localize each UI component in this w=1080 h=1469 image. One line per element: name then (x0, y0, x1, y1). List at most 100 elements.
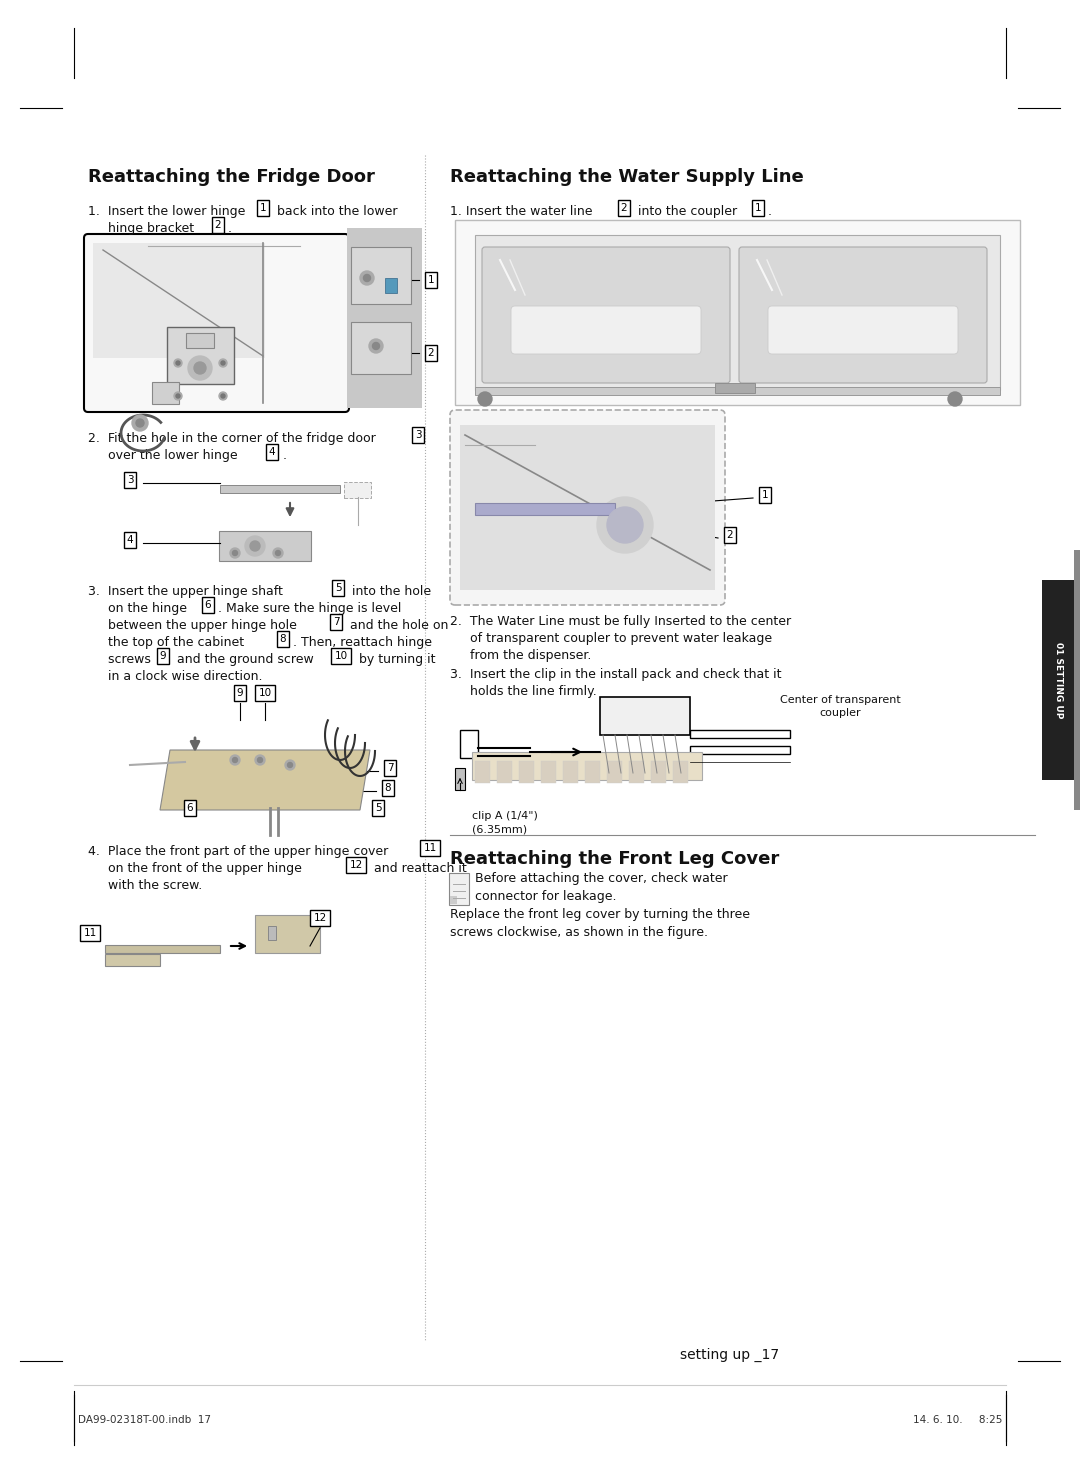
Bar (475, 502, 615, 516)
FancyBboxPatch shape (167, 328, 234, 383)
Text: 1.  Insert the lower hinge: 1. Insert the lower hinge (87, 206, 249, 217)
Bar (1042, 580, 1074, 780)
Text: 1: 1 (428, 275, 434, 285)
Text: Reattaching the Front Leg Cover: Reattaching the Front Leg Cover (450, 851, 780, 868)
Text: 14. 6. 10.     8:25: 14. 6. 10. 8:25 (913, 1415, 1002, 1425)
Bar (563, 761, 578, 783)
Text: 3.  Insert the upper hinge shaft: 3. Insert the upper hinge shaft (87, 585, 287, 598)
Text: Before attaching the cover, check water
connector for leakage.: Before attaching the cover, check water … (475, 873, 728, 903)
Bar (450, 896, 457, 903)
FancyBboxPatch shape (351, 247, 411, 304)
Text: on the front of the upper hinge: on the front of the upper hinge (108, 862, 306, 876)
Bar (460, 730, 478, 758)
Bar (651, 761, 666, 783)
Polygon shape (160, 751, 370, 809)
FancyBboxPatch shape (84, 234, 349, 411)
Text: clip A (1/4")
(6.35mm): clip A (1/4") (6.35mm) (472, 811, 538, 834)
Text: 7: 7 (333, 617, 339, 627)
Text: 8: 8 (384, 783, 391, 793)
FancyBboxPatch shape (450, 410, 725, 605)
Polygon shape (460, 425, 715, 591)
Bar (519, 761, 534, 783)
Text: back into the lower: back into the lower (273, 206, 397, 217)
Text: and the ground screw: and the ground screw (173, 654, 318, 665)
FancyBboxPatch shape (351, 322, 411, 375)
Text: setting up _17: setting up _17 (680, 1349, 780, 1362)
Text: 12: 12 (313, 914, 326, 923)
Text: 11: 11 (423, 843, 436, 853)
Circle shape (230, 548, 240, 558)
Text: 8: 8 (280, 635, 286, 643)
Text: and the hole on: and the hole on (346, 618, 448, 632)
Text: DA99-02318T-00.indb  17: DA99-02318T-00.indb 17 (78, 1415, 211, 1425)
Circle shape (174, 358, 183, 367)
Bar (1074, 549, 1080, 809)
Bar (585, 761, 600, 783)
Bar (475, 386, 1000, 395)
Text: on the hinge: on the hinge (108, 602, 191, 616)
Bar (105, 945, 220, 953)
Text: 2: 2 (621, 203, 627, 213)
Bar (347, 228, 422, 408)
Bar (475, 761, 490, 783)
Text: . Make sure the hinge is level: . Make sure the hinge is level (218, 602, 402, 616)
Circle shape (174, 392, 183, 400)
Bar (475, 235, 1000, 389)
Text: holds the line firmly.: holds the line firmly. (470, 685, 597, 698)
Circle shape (275, 551, 281, 555)
Bar (541, 761, 556, 783)
Circle shape (136, 419, 144, 427)
Text: 9: 9 (160, 651, 166, 661)
Text: 1: 1 (259, 203, 267, 213)
Text: 1. Insert the water line: 1. Insert the water line (450, 206, 596, 217)
FancyBboxPatch shape (449, 873, 469, 905)
FancyBboxPatch shape (152, 382, 179, 404)
Bar (268, 925, 276, 940)
FancyBboxPatch shape (219, 530, 311, 561)
Text: 3: 3 (126, 474, 133, 485)
Text: 10: 10 (335, 651, 348, 661)
Text: between the upper hinge hole: between the upper hinge hole (108, 618, 301, 632)
Circle shape (249, 541, 260, 551)
Text: 5: 5 (375, 804, 381, 812)
Polygon shape (93, 242, 265, 358)
Text: Reattaching the Water Supply Line: Reattaching the Water Supply Line (450, 167, 804, 187)
Circle shape (257, 758, 262, 762)
Bar (455, 220, 1020, 405)
Text: Reattaching the Fridge Door: Reattaching the Fridge Door (87, 167, 375, 187)
Text: .: . (283, 450, 287, 461)
Circle shape (230, 755, 240, 765)
Text: the top of the cabinet: the top of the cabinet (108, 636, 248, 649)
Bar (673, 761, 688, 783)
FancyBboxPatch shape (739, 247, 987, 383)
Text: 7: 7 (387, 762, 393, 773)
Text: 01 SETTING UP: 01 SETTING UP (1053, 642, 1063, 718)
Text: 10: 10 (258, 687, 271, 698)
Circle shape (285, 759, 295, 770)
Circle shape (373, 342, 379, 350)
Bar (455, 768, 465, 790)
Text: into the coupler: into the coupler (634, 206, 741, 217)
Text: 4: 4 (269, 447, 275, 457)
Text: .: . (228, 222, 232, 235)
Circle shape (245, 536, 265, 555)
Bar (715, 383, 755, 394)
Circle shape (364, 275, 370, 282)
Text: 6: 6 (187, 804, 193, 812)
Circle shape (948, 392, 962, 405)
Text: 4.  Place the front part of the upper hinge cover: 4. Place the front part of the upper hin… (87, 845, 392, 858)
Text: Center of transparent
coupler: Center of transparent coupler (780, 695, 901, 718)
Bar (629, 761, 644, 783)
Circle shape (176, 361, 180, 364)
Circle shape (221, 361, 225, 364)
Circle shape (597, 497, 653, 552)
Circle shape (188, 355, 212, 380)
Text: 2.  Fit the hole in the corner of the fridge door: 2. Fit the hole in the corner of the fri… (87, 432, 380, 445)
FancyBboxPatch shape (345, 482, 372, 498)
Circle shape (478, 392, 492, 405)
Circle shape (369, 339, 383, 353)
Text: 12: 12 (349, 859, 363, 870)
Text: by turning it: by turning it (355, 654, 435, 665)
Circle shape (287, 762, 293, 767)
Circle shape (219, 358, 227, 367)
